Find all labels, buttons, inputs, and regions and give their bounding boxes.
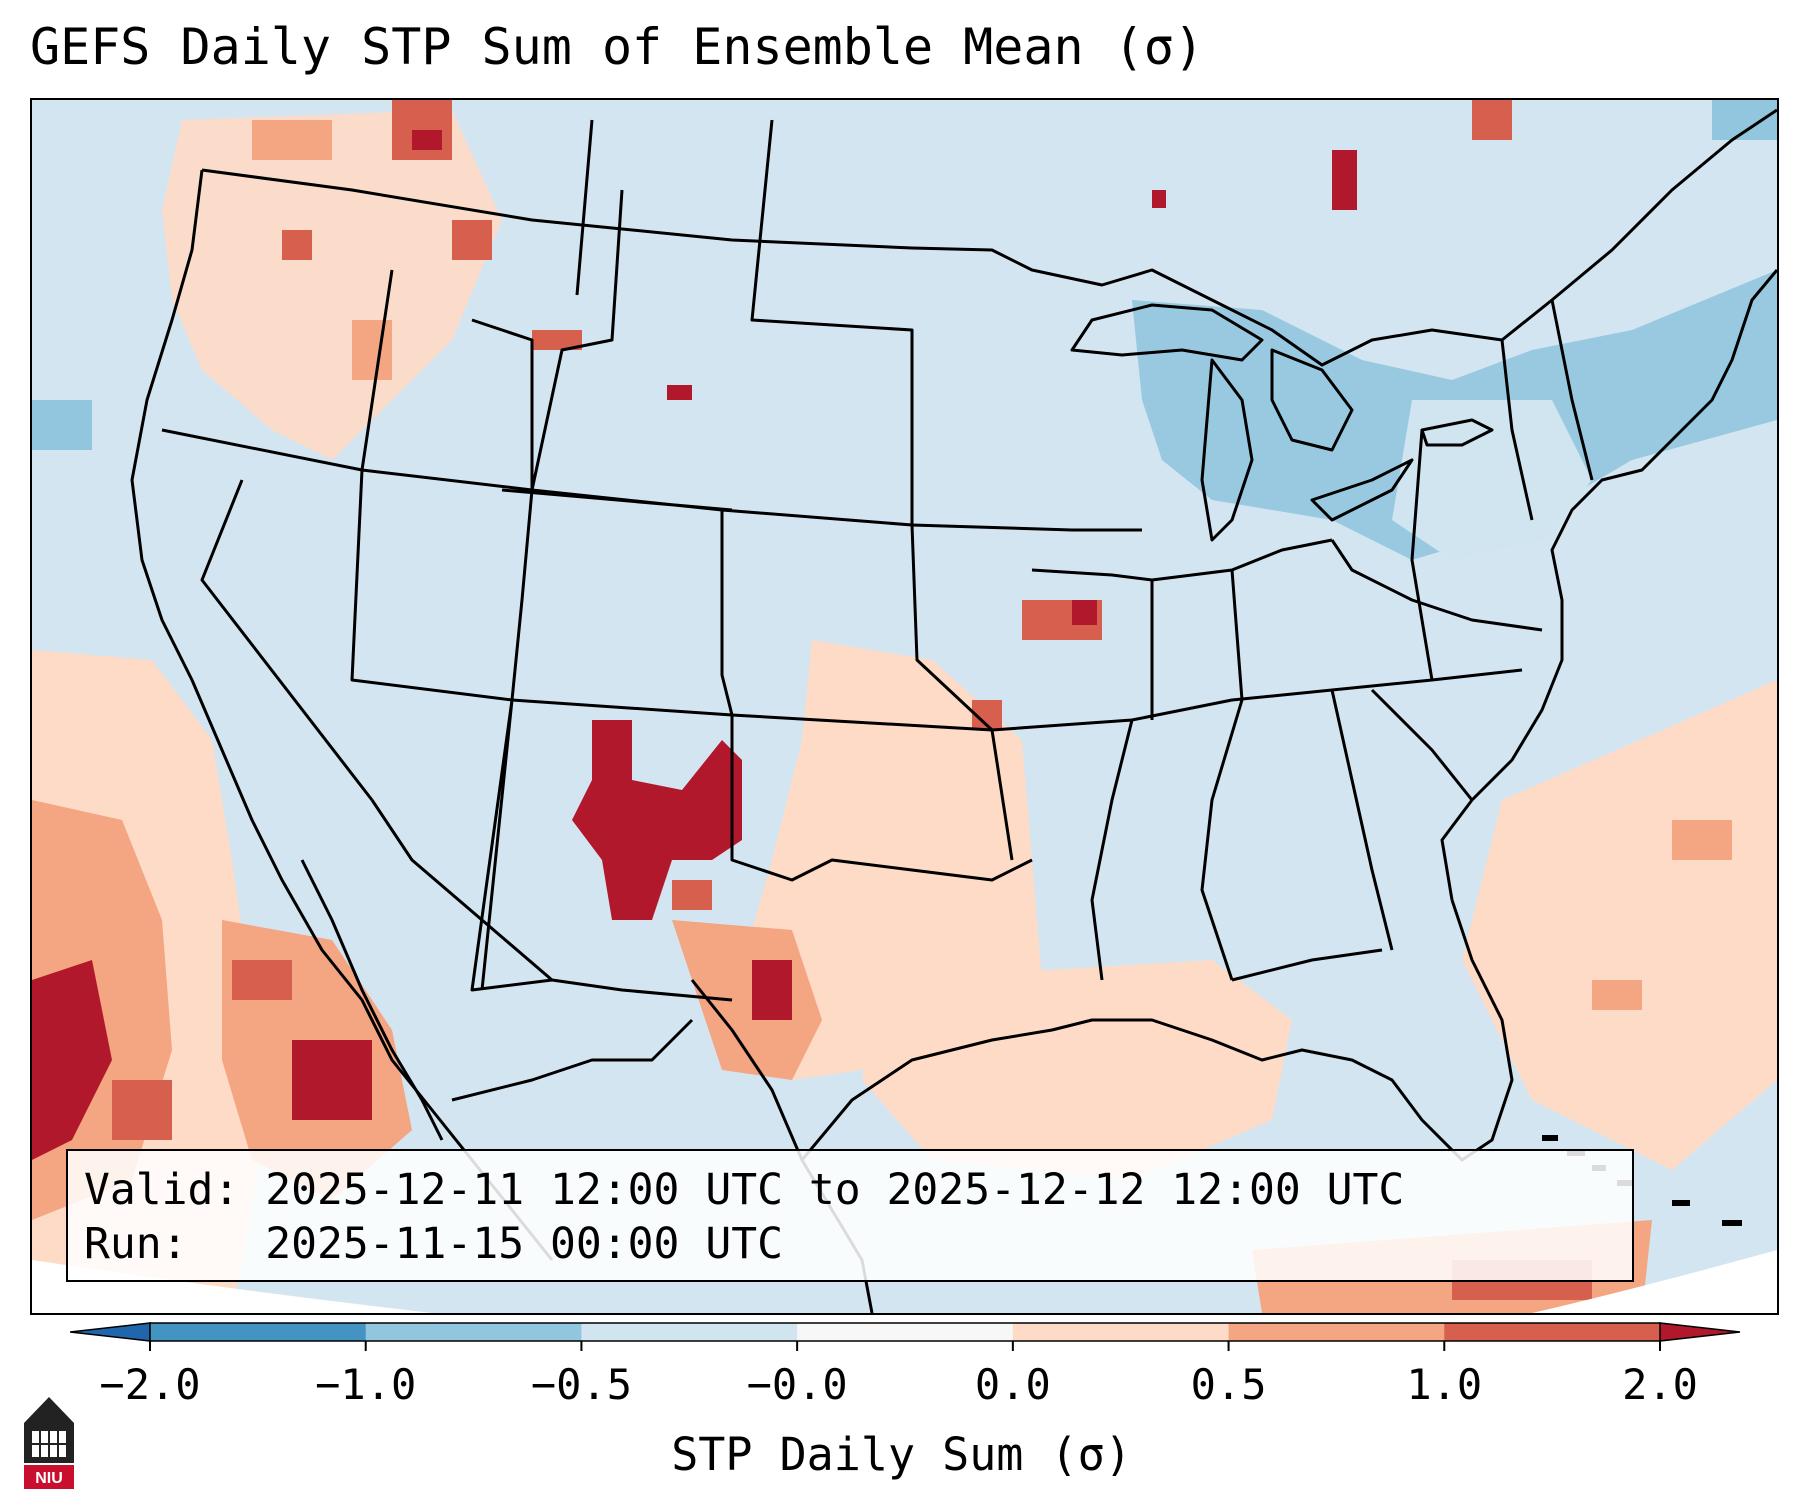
projection-corner-left [32, 1260, 432, 1313]
lake-ontario [1420, 418, 1494, 447]
anomaly-cell [412, 130, 442, 150]
colorbar-bin [150, 1323, 367, 1341]
colorbar-tick-label: 0.0 [975, 1360, 1051, 1409]
anomaly-patch-newmexico [572, 720, 742, 920]
anomaly-patch-pacific-max [32, 960, 112, 1160]
colorbar-tick-label: −2.0 [99, 1360, 200, 1409]
anomaly-cell [1072, 600, 1097, 625]
lake-erie [1310, 458, 1414, 522]
anomaly-cell [282, 230, 312, 260]
colorbar-tick-label: −0.5 [531, 1360, 632, 1409]
anomaly-cell [1592, 980, 1642, 1010]
east-coastline [1440, 269, 1777, 901]
stp-map [32, 100, 1777, 1313]
projection-corner-right [1532, 1250, 1777, 1313]
baja-coastline [300, 859, 444, 1141]
anomaly-cell [32, 400, 92, 450]
anomaly-patch-gulf [862, 960, 1292, 1180]
run-time-text: Run: 2025-11-15 00:00 UTC [84, 1219, 783, 1269]
mexico-state-borders [370, 799, 694, 1102]
anomaly-cell [1152, 190, 1166, 208]
colorbar-under-arrow [70, 1322, 151, 1342]
university-tower-icon: NIU [24, 1397, 74, 1489]
colorbar-label: STP Daily Sum (σ) [671, 1428, 1132, 1481]
colorbar-frame [149, 1322, 1661, 1342]
map-panel [30, 98, 1779, 1315]
page-title: GEFS Daily STP Sum of Ensemble Mean (σ) [30, 18, 1204, 76]
anomaly-cell [232, 960, 292, 1000]
colorbar-tick-label: −1.0 [315, 1360, 416, 1409]
anomaly-cell [352, 320, 392, 380]
colorbar-tick-label: 0.5 [1191, 1360, 1267, 1409]
anomaly-cell [1472, 100, 1512, 140]
colorbar-bin [581, 1323, 798, 1341]
west-coastline [130, 169, 554, 1261]
stp-anomaly-field [32, 100, 1777, 1313]
anomaly-cell [252, 120, 332, 160]
anomaly-cell [1672, 820, 1732, 860]
anomaly-patch-pnw [162, 110, 502, 460]
colorbar-over-arrow [1659, 1322, 1741, 1342]
colorbar-tick-label: 2.0 [1622, 1360, 1698, 1409]
logo-text: NIU [35, 1470, 63, 1487]
anomaly-cell [292, 1040, 372, 1120]
boundary-lines [130, 108, 1777, 1313]
anomaly-cell [1712, 100, 1777, 140]
colorbar-bin [797, 1323, 1014, 1341]
anomaly-cell [667, 385, 692, 400]
lake-huron [1270, 348, 1354, 452]
anomaly-cell [452, 220, 492, 260]
lake-superior [1070, 303, 1264, 362]
anomaly-cell [672, 880, 712, 910]
colorbar-tick-label: −0.0 [747, 1360, 848, 1409]
colorbar-bin [1444, 1323, 1661, 1341]
anomaly-patch-plains [732, 640, 1042, 1080]
anomaly-patch-northeast-light [1392, 400, 1592, 560]
anomaly-cell [532, 330, 582, 350]
colorbar-bin [1012, 1323, 1230, 1341]
colorbar-bin [365, 1323, 582, 1341]
colorbar-bin [1228, 1323, 1445, 1341]
anomaly-cell [752, 960, 792, 1020]
us-canada-border [201, 108, 1777, 367]
valid-time-text: Valid: 2025-12-11 12:00 UTC to 2025-12-1… [84, 1165, 1405, 1215]
colorbar: −2.0 −1.0 −0.5 −0.0 0.0 0.5 1.0 2.0 [70, 1322, 1741, 1409]
colorbar-tick-label: 1.0 [1406, 1360, 1482, 1409]
anomaly-cell [112, 1080, 172, 1140]
anomaly-patch-atlantic [1462, 680, 1777, 1170]
lake-michigan [1200, 358, 1254, 542]
anomaly-cell [1332, 150, 1357, 210]
validity-info-box: Valid: 2025-12-11 12:00 UTC to 2025-12-1… [66, 1149, 1634, 1282]
